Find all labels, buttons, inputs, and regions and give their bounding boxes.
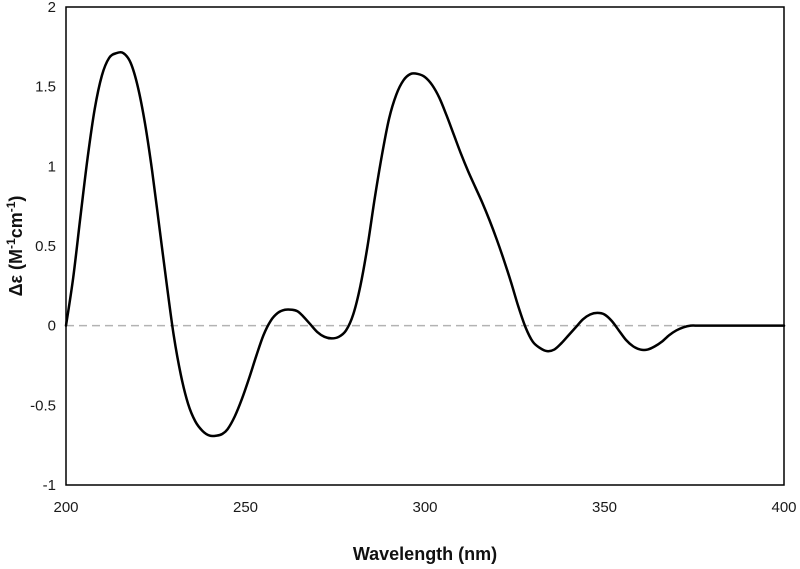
y-axis-title-part: Δε (M bbox=[6, 249, 26, 296]
y-tick-label: 1.5 bbox=[35, 79, 56, 96]
y-axis-title-sup: -1 bbox=[4, 238, 18, 249]
y-tick-label: 2 bbox=[48, 0, 56, 16]
plot-area bbox=[65, 6, 785, 486]
x-tick-label: 200 bbox=[53, 499, 78, 516]
y-tick-label: -1 bbox=[43, 477, 56, 494]
series-line bbox=[64, 51, 786, 438]
x-tick-label: 300 bbox=[412, 499, 437, 516]
x-tick-label: 350 bbox=[592, 499, 617, 516]
y-tick-label: 1 bbox=[48, 158, 56, 175]
x-axis-ticks: 200 250 300 350 400 bbox=[53, 499, 796, 516]
y-axis-title-part: ) bbox=[6, 196, 26, 202]
y-tick-label: -0.5 bbox=[30, 397, 56, 414]
y-tick-label: 0 bbox=[48, 318, 56, 335]
x-axis-title: Wavelength (nm) bbox=[353, 544, 497, 564]
y-tick-label: 0.5 bbox=[35, 238, 56, 255]
y-axis-title-sup: -1 bbox=[4, 201, 18, 212]
x-tick-label: 400 bbox=[771, 499, 796, 516]
y-axis-title-part: cm bbox=[6, 212, 26, 238]
x-tick-label: 250 bbox=[233, 499, 258, 516]
y-axis-title: Δε (M-1cm-1) bbox=[4, 196, 26, 297]
y-axis-ticks: -1 -0.5 0 0.5 1 1.5 2 bbox=[30, 0, 56, 494]
